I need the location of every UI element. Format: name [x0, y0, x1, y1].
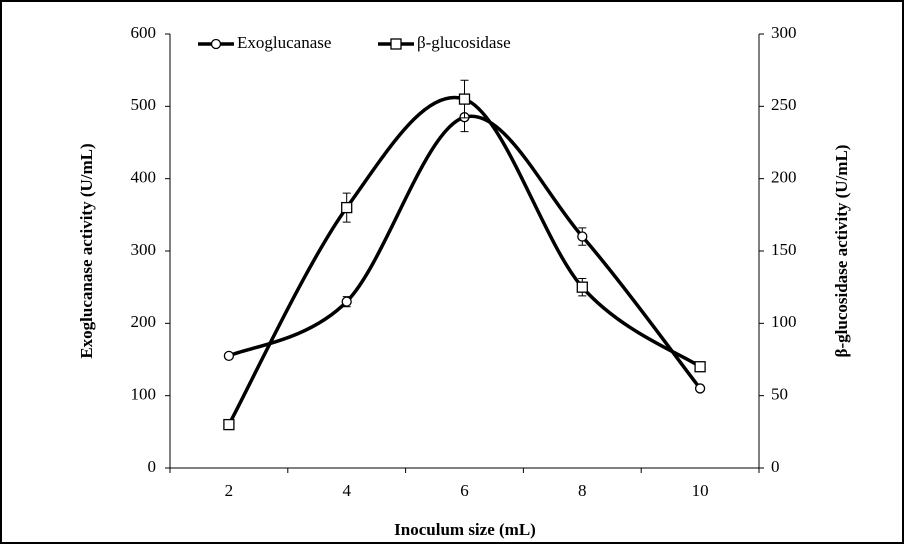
x-tick-label: 6 — [460, 481, 469, 500]
marker — [458, 93, 471, 105]
marker — [576, 281, 588, 293]
y-tick-label: 300 — [131, 240, 157, 259]
marker — [694, 383, 706, 394]
legend-label: β-glucosidase — [417, 33, 511, 52]
y-axis-title: Exoglucanase activity (U/mL) — [77, 143, 96, 358]
marker — [341, 201, 353, 214]
y-tick-label: 400 — [131, 168, 157, 187]
y2-tick-label: 0 — [771, 457, 780, 476]
x-tick-label: 8 — [578, 481, 587, 500]
series-line — [228, 114, 702, 390]
legend-label: Exoglucanase — [237, 33, 331, 52]
y2-tick-label: 150 — [771, 240, 797, 259]
y2-tick-label: 200 — [771, 168, 797, 187]
x-tick-label: 10 — [692, 481, 709, 500]
marker — [577, 231, 588, 242]
marker — [223, 350, 235, 362]
x-tick-label: 4 — [342, 481, 351, 500]
y2-tick-label: 300 — [771, 23, 797, 42]
marker — [210, 38, 222, 50]
y-tick-label: 600 — [131, 23, 157, 42]
marker — [223, 418, 235, 431]
x-tick-label: 2 — [225, 481, 234, 500]
marker — [341, 296, 352, 307]
series-line — [227, 95, 702, 426]
y-tick-label: 100 — [131, 385, 157, 404]
marker — [694, 361, 706, 373]
y2-tick-label: 250 — [771, 95, 797, 114]
y-tick-label: 200 — [131, 312, 157, 331]
y2-tick-label: 100 — [771, 312, 797, 331]
y-tick-label: 500 — [131, 95, 157, 114]
y2-tick-label: 50 — [771, 385, 788, 404]
y2-axis-title: β-glucosidase activity (U/mL) — [832, 145, 851, 358]
marker — [390, 38, 402, 50]
x-axis-title: Inoculum size (mL) — [394, 520, 536, 539]
y-tick-label: 0 — [148, 457, 157, 476]
